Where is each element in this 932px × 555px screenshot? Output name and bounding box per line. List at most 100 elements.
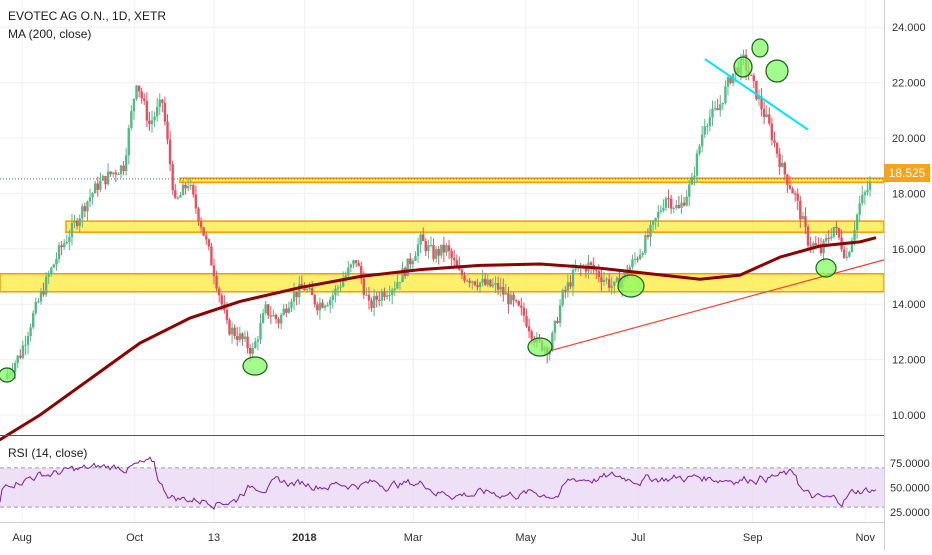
pattern-marker-circle [765,59,789,83]
candle-body [32,312,35,328]
candle-body [130,111,133,129]
candle-body [703,126,706,135]
candle-body [248,348,252,354]
candle-body [507,293,510,305]
candle-body [483,278,487,285]
candle-body [290,301,293,308]
candle-body [775,142,779,154]
candle-body [762,109,766,117]
candle-body [638,254,642,260]
candle-body [210,246,213,266]
ma-200-line [0,236,877,442]
candle-body [321,302,324,308]
rsi-band [0,467,884,508]
candle-body [799,200,802,220]
candle-body [228,320,231,335]
candle-body [44,276,48,295]
support-band-lower [0,272,885,293]
candle-body [571,269,575,287]
candle-body [786,174,789,186]
candle-body [127,128,130,156]
date-tick-label: Oct [126,532,143,544]
candle-body [140,91,143,99]
candle-body [158,99,161,107]
candle-body [63,243,66,248]
candle-body [465,280,469,282]
candle-body [109,171,112,175]
candle-body [824,237,828,241]
candle-body [298,284,301,298]
candle-body [225,309,229,321]
ma-legend[interactable]: MA (200, close) [8,27,92,41]
candle-body [398,282,402,284]
candle-body [843,249,846,258]
candle-body [530,331,533,339]
candle-body [672,207,675,209]
candle-body [861,194,864,204]
candle-body [690,177,694,185]
candle-body [868,181,872,190]
candle-body [835,226,838,229]
candle-body [269,315,273,317]
candle-body [13,363,17,372]
date-tick-label: Jul [631,532,645,544]
candle-body [662,207,665,211]
candle-body [148,120,151,125]
candle-body [238,333,242,340]
candle-body [155,106,159,117]
candle-body [96,183,99,190]
candle-body [607,279,611,288]
candle-body [711,108,714,118]
candle-body [137,85,141,92]
date-tick-label: 13 [208,532,220,544]
candle-body [205,235,208,240]
candle-body [669,198,673,209]
candle-body [837,228,841,238]
candle-body [81,206,84,219]
rsi-line [0,456,877,510]
candle-body [812,243,815,246]
candle-body [391,289,394,296]
candle-body [124,155,128,172]
price-tick-label: 10.000 [892,410,926,422]
pane-divider[interactable] [0,435,884,436]
candle-body [313,295,316,305]
candle-body [688,184,691,197]
date-tick-label: Mar [404,532,423,544]
candle-body [527,326,531,332]
candle-body [605,279,608,281]
candle-body [432,245,435,259]
candle-body [396,282,399,289]
candle-body [135,85,138,99]
candle-body [119,165,123,175]
candle-body [693,175,696,178]
rsi-legend[interactable]: RSI (14, close) [8,446,88,460]
candle-body [318,302,322,311]
last-price-tag: 18.525 [884,164,930,182]
candle-body [287,307,291,313]
candle-body [680,202,683,209]
candle-body [806,226,810,246]
candle-body [93,183,97,194]
candle-body [442,244,446,253]
candle-body [166,121,169,140]
candle-body [256,339,260,342]
candle-body [706,125,709,127]
candle-body [858,203,861,215]
candle-body [819,245,823,254]
candle-body [37,301,40,303]
candle-body [282,308,285,315]
candle-body [57,245,61,259]
candle-body [145,100,149,121]
candle-body [499,286,502,290]
candle-body [414,256,417,261]
candle-body [88,197,92,202]
candle-body [189,184,192,187]
candle-body [486,279,489,285]
candle-body [388,295,391,297]
candle-body [341,279,345,287]
candle-body [453,257,456,261]
price-tick-label: 12.000 [892,355,926,367]
